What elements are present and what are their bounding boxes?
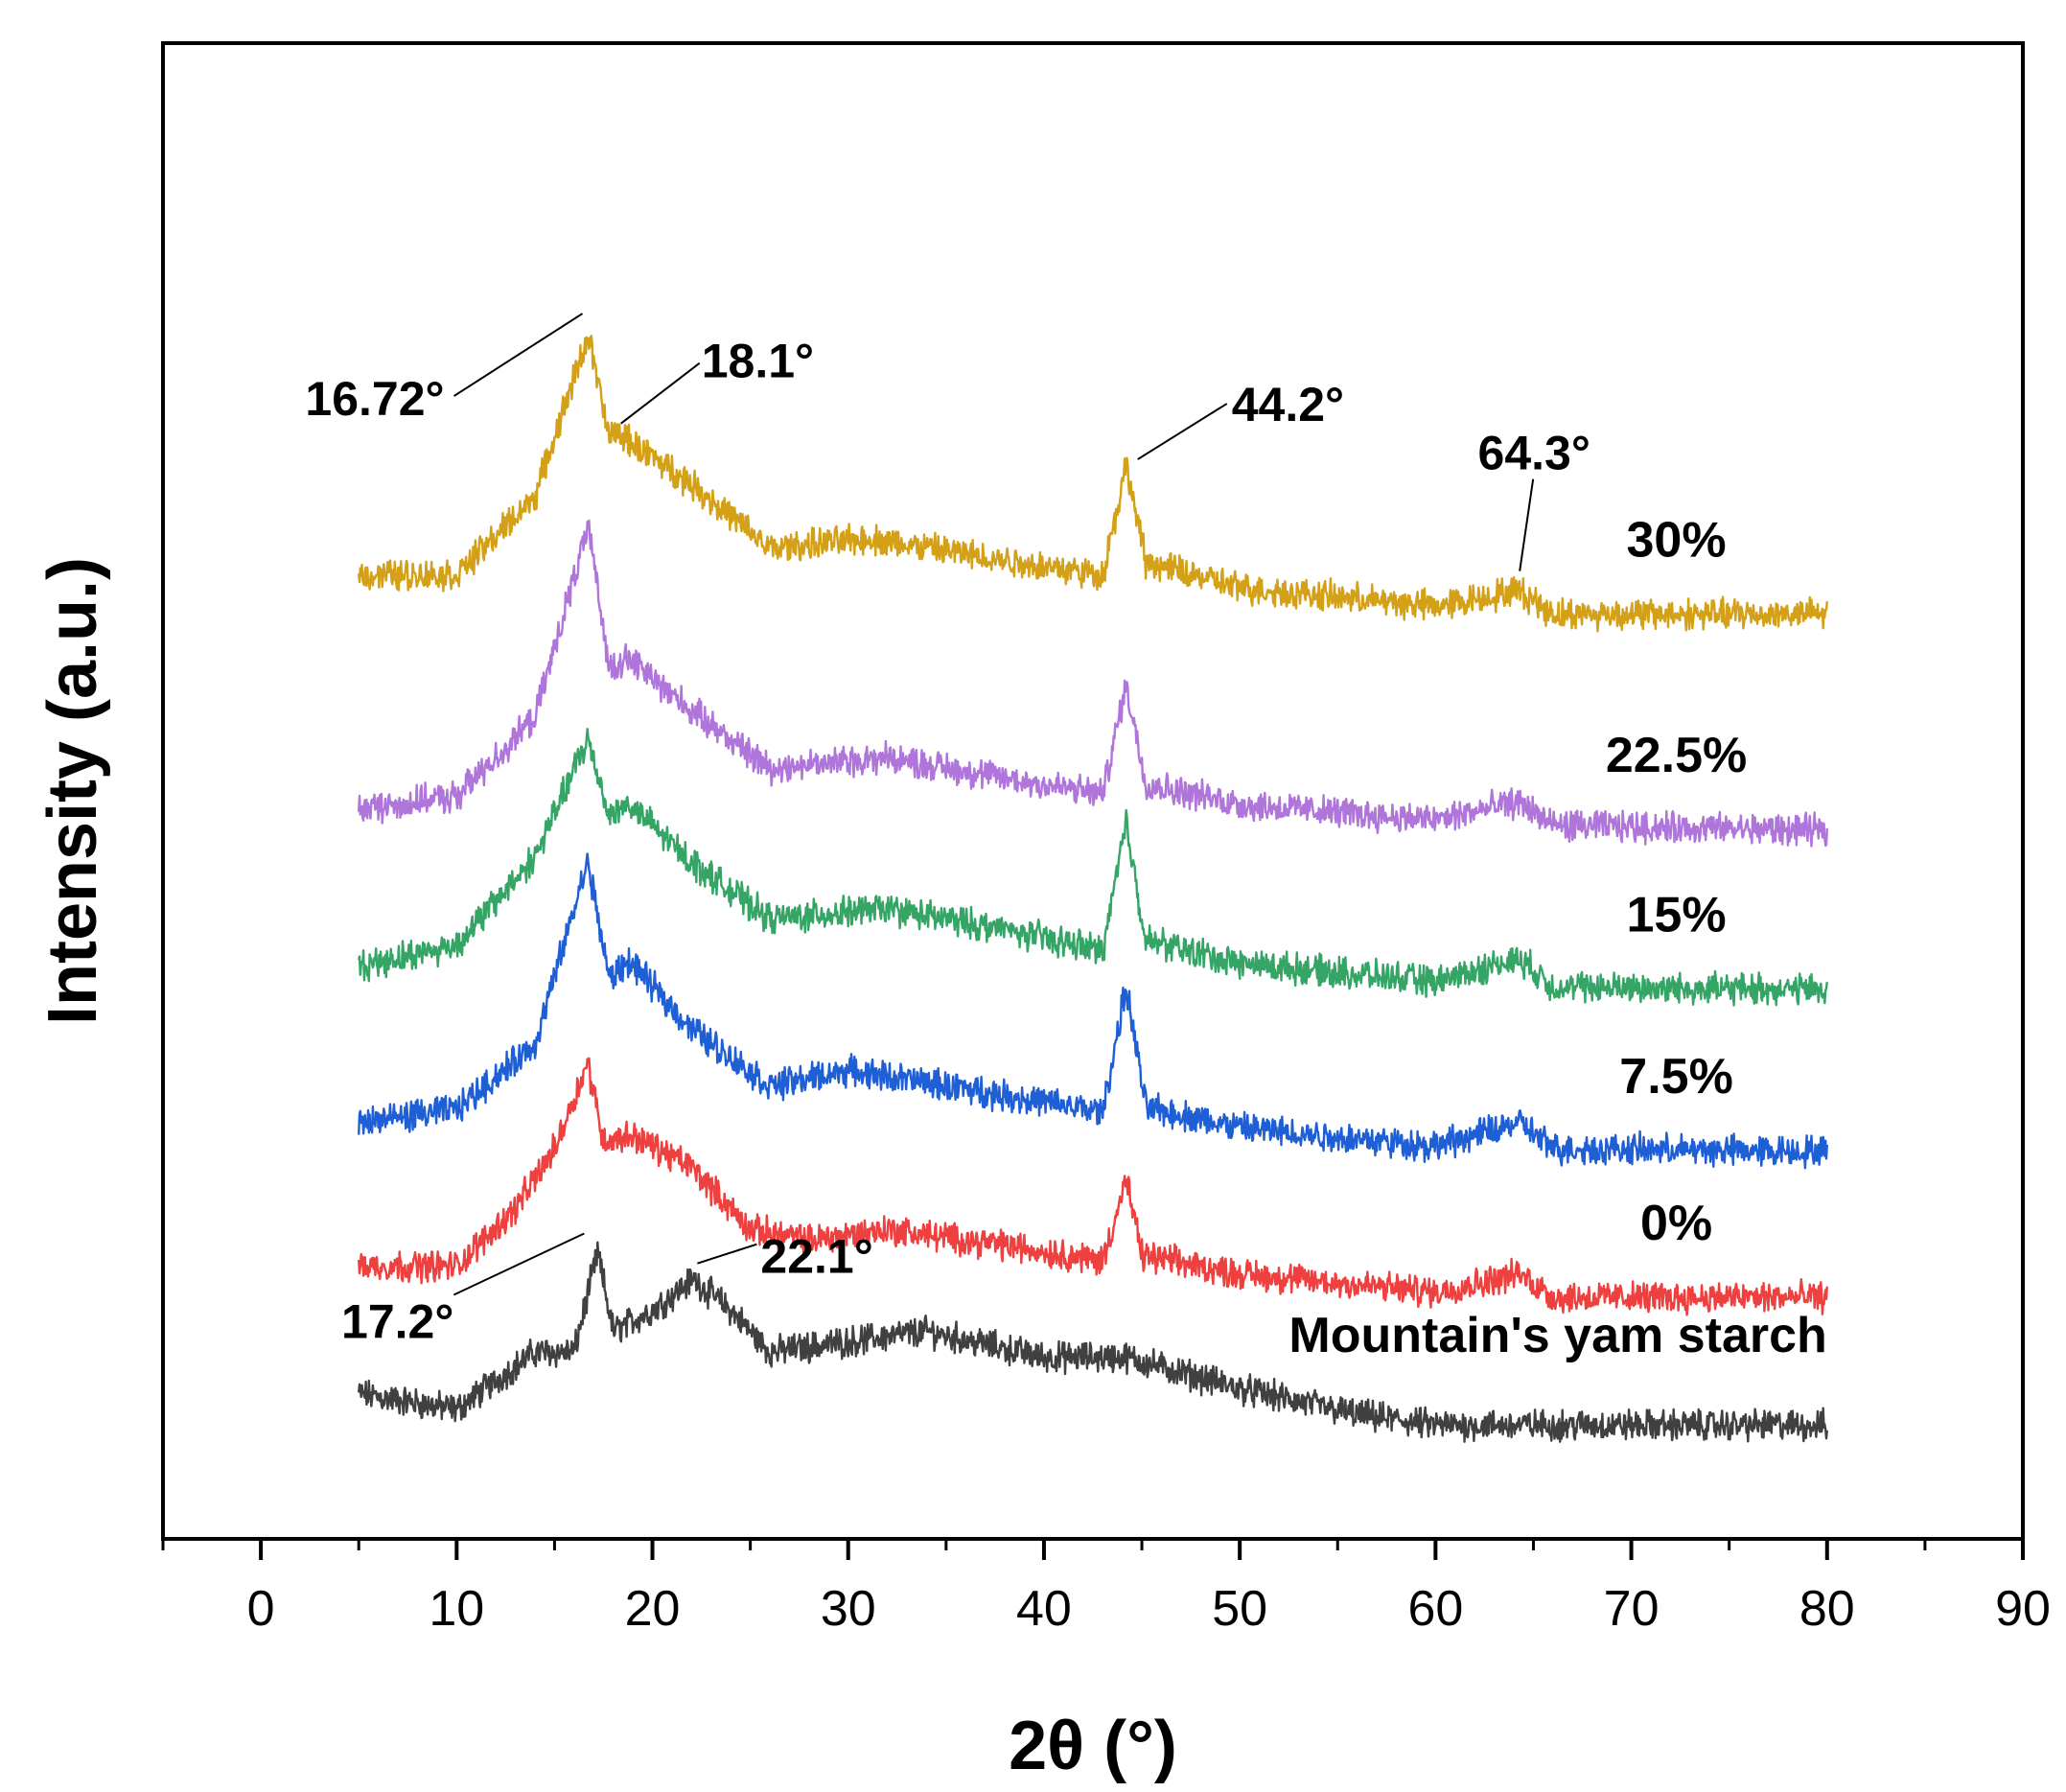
peak-annotation: 18.1° — [702, 335, 814, 388]
series-line — [358, 519, 1828, 848]
series-label: Mountain's yam starch — [1288, 1308, 1826, 1363]
series-group — [358, 335, 1828, 1443]
annotation-leader — [697, 1243, 757, 1265]
x-tick-label: 30 — [821, 1581, 876, 1637]
annotation-leader — [453, 1232, 585, 1296]
x-tick-label: 50 — [1212, 1581, 1267, 1637]
series-label: 15% — [1627, 887, 1727, 943]
peak-annotation: 22.1° — [760, 1230, 872, 1284]
x-tick-label: 40 — [1016, 1581, 1072, 1637]
series-label-group: Mountain's yam starch 0% 7.5% 15% 22.5% 30% — [1288, 513, 1826, 1364]
x-axis: 0 10 20 30 40 50 60 70 80 90 — [161, 1539, 2051, 1637]
series-label: 7.5% — [1619, 1049, 1733, 1105]
peak-annotation: 17.2° — [341, 1294, 453, 1348]
annotation-leader — [620, 361, 701, 425]
x-tick-label: 90 — [1995, 1581, 2051, 1637]
x-axis-title: 2θ (°) — [1009, 1708, 1177, 1784]
series-line — [358, 728, 1828, 1007]
peak-annotation: 64.3° — [1478, 427, 1590, 480]
series-line — [358, 1241, 1828, 1443]
x-tick-label: 0 — [247, 1581, 275, 1637]
x-tick-label: 60 — [1407, 1581, 1463, 1637]
annotation-leader — [1519, 478, 1535, 571]
series-label: 22.5% — [1606, 728, 1747, 783]
series-label: 30% — [1627, 513, 1727, 569]
annotation-leader — [453, 313, 584, 397]
series-label: 0% — [1640, 1196, 1712, 1251]
annotation-leader — [1137, 403, 1228, 460]
peak-annotation: 16.72° — [305, 372, 444, 426]
annotation-group: 16.72° 18.1° 44.2° 64.3° 17.2° 22.1° — [305, 313, 1590, 1348]
y-axis-title: Intensity (a.u.) — [35, 557, 111, 1025]
x-tick-label: 80 — [1799, 1581, 1855, 1637]
peak-annotation: 44.2° — [1232, 378, 1344, 431]
x-tick-label: 20 — [625, 1581, 681, 1637]
series-line — [358, 1057, 1828, 1316]
plot-frame — [161, 41, 2025, 1541]
x-tick-label: 70 — [1604, 1581, 1660, 1637]
series-line — [358, 335, 1828, 633]
series-line — [358, 852, 1828, 1170]
x-tick-label: 10 — [429, 1581, 484, 1637]
